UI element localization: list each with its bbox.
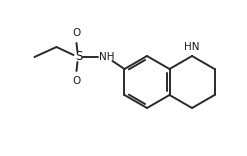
Text: O: O	[72, 76, 81, 86]
Text: HN: HN	[184, 42, 200, 52]
Text: O: O	[72, 28, 81, 38]
Text: NH: NH	[99, 52, 114, 62]
Text: S: S	[75, 51, 82, 63]
